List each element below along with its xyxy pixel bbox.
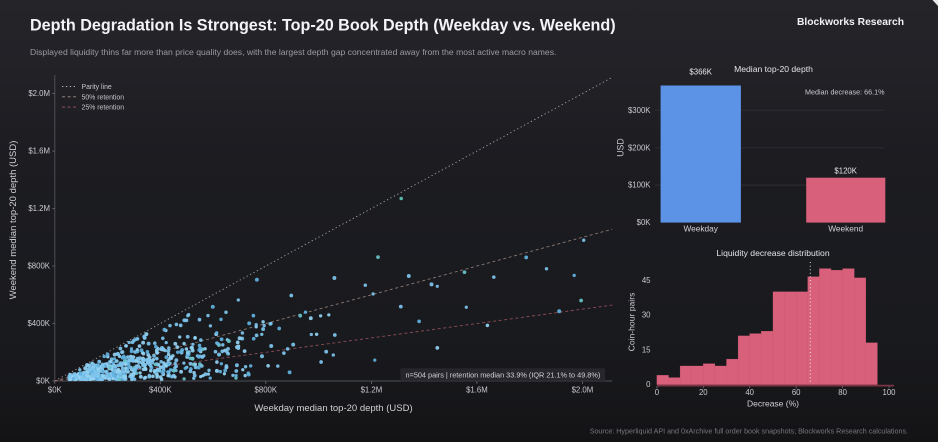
svg-text:Liquidity decrease distributio: Liquidity decrease distribution xyxy=(716,248,829,258)
svg-text:Median decrease: 66.1%: Median decrease: 66.1% xyxy=(805,88,885,97)
svg-text:$400K: $400K xyxy=(27,319,50,328)
svg-text:Blockworks Research: Blockworks Research xyxy=(797,17,904,28)
svg-text:USD: USD xyxy=(616,138,626,157)
svg-text:15: 15 xyxy=(642,345,651,354)
svg-text:$366K: $366K xyxy=(689,68,712,77)
svg-text:$0K: $0K xyxy=(36,377,51,386)
svg-text:$1.6M: $1.6M xyxy=(28,147,50,156)
svg-text:Depth Degradation Is Strongest: Depth Degradation Is Strongest: Top-20 B… xyxy=(30,16,616,34)
svg-text:50% retention: 50% retention xyxy=(82,94,125,101)
svg-text:n=504 pairs | retention median: n=504 pairs | retention median 33.9% (IQ… xyxy=(406,371,601,380)
svg-text:25% retention: 25% retention xyxy=(82,105,125,112)
svg-text:$120K: $120K xyxy=(834,166,857,175)
svg-text:$0K: $0K xyxy=(637,218,652,227)
svg-text:$0K: $0K xyxy=(48,386,63,395)
svg-text:Weekday median top-20 depth (U: Weekday median top-20 depth (USD) xyxy=(254,403,412,414)
svg-text:100: 100 xyxy=(882,388,896,397)
svg-text:60: 60 xyxy=(792,388,801,397)
svg-text:$300K: $300K xyxy=(628,106,651,115)
svg-text:$1.6M: $1.6M xyxy=(466,386,488,395)
svg-text:$800K: $800K xyxy=(27,262,50,271)
svg-text:$1.2M: $1.2M xyxy=(28,204,50,213)
svg-text:30: 30 xyxy=(642,311,651,320)
svg-text:Displayed liquidity thins far: Displayed liquidity thins far more than … xyxy=(30,47,556,57)
svg-text:Weekend median top-20 depth (U: Weekend median top-20 depth (USD) xyxy=(8,141,19,300)
svg-text:$800K: $800K xyxy=(255,386,278,395)
svg-text:Coin-hour pairs: Coin-hour pairs xyxy=(627,293,637,352)
svg-text:Decrease (%): Decrease (%) xyxy=(747,399,799,409)
svg-text:45: 45 xyxy=(642,276,651,285)
svg-text:$400K: $400K xyxy=(149,386,172,395)
svg-text:40: 40 xyxy=(745,388,754,397)
svg-text:Median top-20 depth: Median top-20 depth xyxy=(734,64,813,74)
svg-text:80: 80 xyxy=(838,388,847,397)
svg-text:$2.0M: $2.0M xyxy=(572,386,594,395)
svg-text:0: 0 xyxy=(655,388,660,397)
svg-text:Parity line: Parity line xyxy=(82,84,112,91)
svg-text:Weekday: Weekday xyxy=(683,224,718,234)
svg-text:0: 0 xyxy=(646,380,651,389)
svg-text:Source: Hyperliquid API and 0x: Source: Hyperliquid API and 0xArchive fu… xyxy=(590,427,908,435)
svg-text:20: 20 xyxy=(699,388,708,397)
svg-text:$1.2M: $1.2M xyxy=(361,386,383,395)
svg-text:$200K: $200K xyxy=(628,143,651,152)
svg-text:$100K: $100K xyxy=(628,181,651,190)
svg-text:Weekend: Weekend xyxy=(828,224,863,234)
svg-text:$2.0M: $2.0M xyxy=(28,89,50,98)
